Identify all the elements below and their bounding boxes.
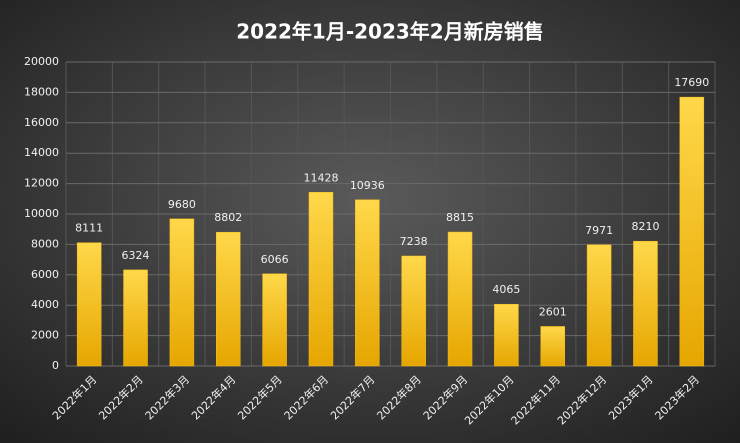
- y-tick-label: 10000: [24, 207, 59, 220]
- y-tick-label: 4000: [31, 298, 59, 311]
- bar: [679, 96, 705, 367]
- bar: [401, 255, 426, 367]
- bar: [633, 240, 658, 367]
- data-label: 17690: [674, 76, 709, 89]
- bar: [308, 192, 334, 367]
- bar: [123, 269, 148, 367]
- y-tick-label: 20000: [24, 55, 59, 68]
- y-tick-label: 16000: [24, 116, 59, 129]
- y-tick-label: 12000: [24, 177, 59, 190]
- bar: [586, 244, 612, 367]
- data-label: 11428: [303, 171, 338, 184]
- bar: [262, 273, 287, 367]
- bar: [540, 326, 565, 367]
- y-tick-label: 8000: [31, 237, 59, 250]
- data-label: 2601: [539, 305, 567, 318]
- data-label: 6324: [122, 249, 150, 262]
- chart-title: 2022年1月-2023年2月新房销售: [236, 20, 543, 44]
- data-label: 9680: [168, 198, 196, 211]
- bar: [216, 231, 241, 367]
- data-label: 7971: [585, 224, 613, 237]
- data-label: 6066: [261, 253, 289, 266]
- y-tick-label: 14000: [24, 146, 59, 159]
- bar: [169, 218, 195, 367]
- y-tick-label: 18000: [24, 85, 59, 98]
- data-label: 8111: [75, 222, 103, 235]
- data-label: 8802: [214, 211, 242, 224]
- data-label: 4065: [492, 283, 520, 296]
- bar: [494, 303, 519, 367]
- bar: [76, 242, 102, 367]
- data-label: 8210: [631, 220, 659, 233]
- data-label: 7238: [400, 235, 428, 248]
- data-label: 8815: [446, 211, 474, 224]
- bar: [447, 231, 473, 367]
- data-label: 10936: [350, 179, 385, 192]
- bar: [355, 199, 380, 367]
- y-tick-label: 6000: [31, 268, 59, 281]
- y-tick-label: 0: [52, 359, 59, 372]
- y-tick-label: 2000: [31, 329, 59, 342]
